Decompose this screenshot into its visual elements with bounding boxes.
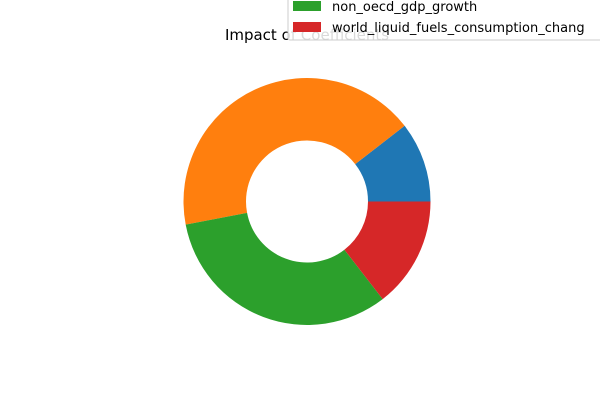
donut-slices: [183, 77, 431, 325]
legend: non_oecd_gdp_growth world_liquid_fuels_c…: [287, 0, 600, 41]
donut-slice-3: [344, 201, 431, 300]
legend-frame: [287, 0, 600, 41]
donut-slice-2: [185, 212, 383, 325]
legend-label-non-oecd-gdp-growth: non_oecd_gdp_growth: [332, 0, 477, 15]
legend-swatch-world-liquid-fuels: [293, 22, 321, 32]
legend-swatch-non-oecd-gdp-growth: [293, 1, 321, 11]
donut-slice-1: [183, 77, 405, 225]
legend-label-world-liquid-fuels: world_liquid_fuels_consumption_chang: [332, 21, 585, 36]
donut-slice-0: [355, 125, 431, 202]
